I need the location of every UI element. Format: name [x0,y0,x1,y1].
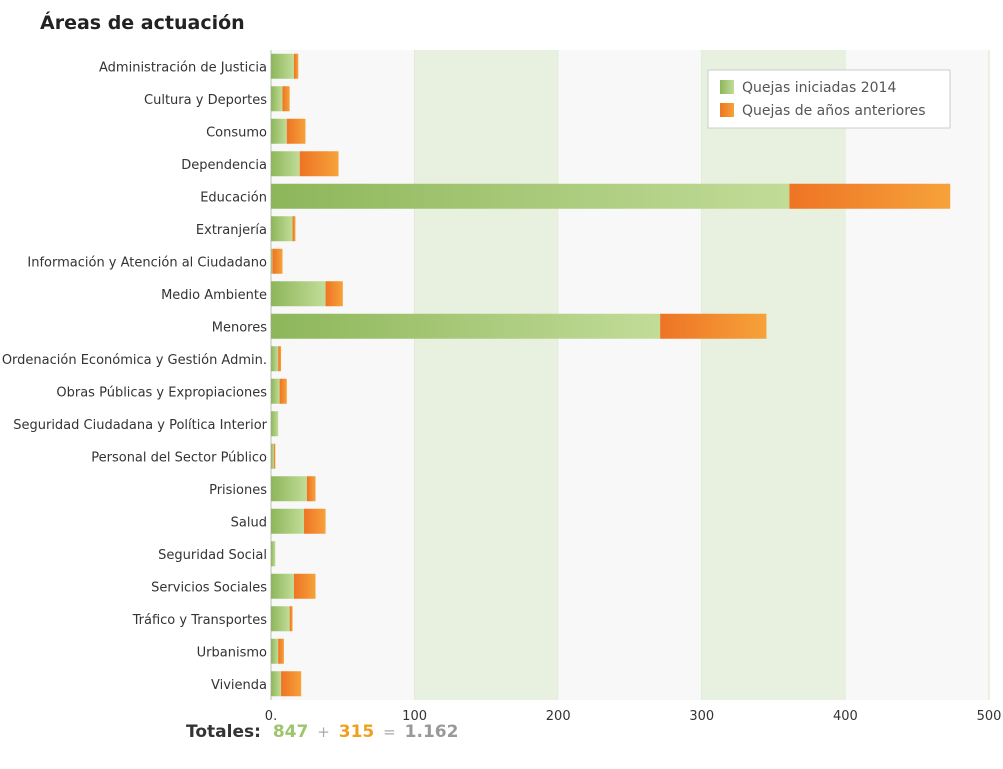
category-label: Urbanismo [197,645,267,660]
plot-band-0 [271,50,415,700]
category-label: Consumo [206,125,267,140]
bar-quejas-2014-17[interactable] [271,606,290,632]
bar-quejas-anteriores-4[interactable] [789,183,951,209]
category-label: Cultura y Deportes [144,93,267,108]
bar-quejas-2014-7[interactable] [271,281,326,307]
x-tick-label: 0. [265,709,277,720]
bar-quejas-2014-2[interactable] [271,118,287,144]
category-label: Personal del Sector Público [91,450,267,465]
totals-equals: = [383,723,396,741]
bar-quejas-2014-6[interactable] [271,248,273,274]
stacked-bar-chart: Administración de Justicia Cultura y Depo… [2,50,1002,720]
bar-quejas-anteriores-10[interactable] [279,378,287,404]
bar-quejas-anteriores-13[interactable] [306,476,316,502]
bar-quejas-2014-0[interactable] [271,53,294,79]
totals-series1: 847 [272,722,309,742]
bar-quejas-anteriores-6[interactable] [272,248,283,274]
bar-quejas-anteriores-1[interactable] [282,86,290,112]
category-label: Administración de Justicia [99,60,267,75]
x-tick-label: 500 [977,709,1002,720]
category-label: Vivienda [211,678,267,693]
category-label: Prisiones [209,483,267,498]
totals-series2: 315 [338,722,375,742]
totals-label: Totales: [186,722,261,742]
category-label: Servicios Sociales [151,580,267,595]
bar-quejas-2014-11[interactable] [271,411,279,437]
category-label: Extranjería [196,223,267,238]
x-tick-label: 300 [689,709,714,720]
bar-quejas-2014-1[interactable] [271,86,283,112]
plot-band-2 [558,50,702,700]
plot-background-bands [270,50,990,700]
legend-box [707,69,951,129]
category-label: Medio Ambiente [161,288,267,303]
bar-quejas-anteriores-8[interactable] [660,313,767,339]
bar-quejas-2014-9[interactable] [271,346,279,372]
bar-quejas-anteriores-17[interactable] [289,606,293,632]
category-label: Obras Públicas y Expropiaciones [56,385,267,400]
bar-quejas-anteriores-19[interactable] [281,671,302,697]
bar-quejas-anteriores-3[interactable] [299,151,339,177]
bar-quejas-anteriores-12[interactable] [273,443,276,469]
bar-quejas-2014-3[interactable] [271,151,300,177]
bar-quejas-2014-15[interactable] [271,541,276,567]
bar-quejas-anteriores-9[interactable] [278,346,282,372]
category-label: Tráfico y Transportes [132,613,268,628]
category-label: Dependencia [181,158,267,173]
plot-band-1 [414,50,559,700]
category-labels: Administración de Justicia Cultura y Depo… [2,60,268,693]
bar-quejas-2014-13[interactable] [271,476,307,502]
legend-label-1: Quejas de años anteriores [742,103,926,119]
category-label: Salud [231,515,267,530]
totals-line: Totales: 847 + 315 = 1.162 [186,722,458,742]
bar-quejas-anteriores-2[interactable] [286,118,306,144]
legend-swatch-1 [720,103,734,117]
legend: Quejas iniciadas 2014 Quejas de años ante… [707,69,951,129]
bar-quejas-2014-10[interactable] [271,378,280,404]
category-label: Seguridad Social [158,548,267,563]
category-label: Información y Atención al Ciudadano [27,255,267,270]
bars-group [271,53,951,697]
chart-title: Áreas de actuación [40,12,245,34]
bar-quejas-2014-19[interactable] [271,671,282,697]
category-label: Seguridad Ciudadana y Política Interior [13,418,267,433]
totals-grand: 1.162 [404,722,459,742]
legend-label-0: Quejas iniciadas 2014 [742,80,896,96]
bar-quejas-2014-8[interactable] [271,313,661,339]
plot-band-4 [845,50,989,700]
x-tick-label: 100 [402,709,427,720]
bar-quejas-anteriores-18[interactable] [278,638,284,664]
totals-plus: + [317,723,330,741]
bar-quejas-anteriores-16[interactable] [293,573,316,599]
bar-quejas-anteriores-7[interactable] [325,281,343,307]
bar-quejas-anteriores-14[interactable] [304,508,326,534]
bar-quejas-2014-16[interactable] [271,573,294,599]
bar-quejas-2014-4[interactable] [271,183,790,209]
category-label: Menores [212,320,267,335]
legend-swatch-0 [720,80,734,94]
bar-quejas-anteriores-5[interactable] [292,216,296,242]
category-label: Educación [200,190,267,205]
bar-quejas-2014-18[interactable] [271,638,279,664]
bar-quejas-2014-12[interactable] [271,443,274,469]
bar-quejas-anteriores-0[interactable] [293,53,299,79]
bar-quejas-2014-14[interactable] [271,508,305,534]
x-axis-ticks: 0. 100 200 300 400 500 [265,709,1002,720]
x-tick-label: 200 [546,709,571,720]
x-tick-label: 400 [833,709,858,720]
plot-band-3 [701,50,846,700]
bar-quejas-2014-5[interactable] [271,216,293,242]
category-label: Ordenación Económica y Gestión Admin. [2,353,267,368]
